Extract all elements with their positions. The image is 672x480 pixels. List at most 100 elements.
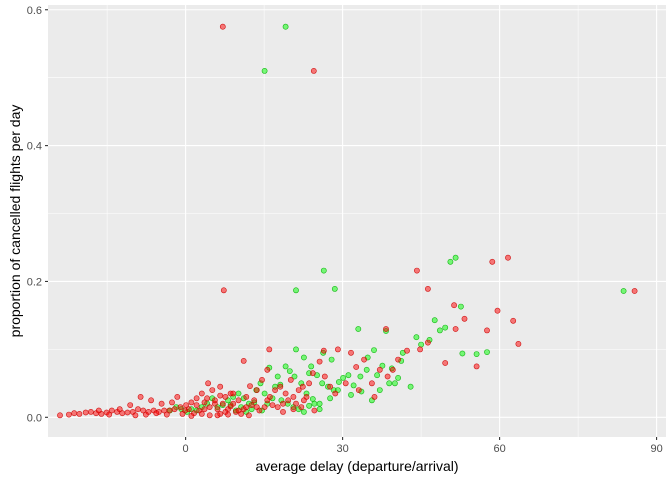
data-point (300, 354, 307, 361)
data-point (153, 410, 160, 417)
data-point (328, 356, 335, 363)
data-point (259, 376, 265, 383)
data-point (116, 406, 123, 413)
data-point (461, 315, 468, 322)
data-point (277, 383, 284, 390)
data-point (127, 402, 134, 408)
x-tick-label: 90 (650, 443, 662, 455)
data-point (391, 380, 398, 387)
data-point (261, 404, 268, 410)
data-point (188, 399, 195, 406)
data-point (230, 390, 237, 397)
data-point (505, 254, 511, 261)
data-point (335, 379, 342, 385)
data-point (442, 324, 449, 331)
data-point (383, 326, 389, 332)
data-point (177, 404, 184, 410)
data-point (204, 395, 210, 402)
data-point (261, 68, 268, 74)
data-point (169, 399, 175, 406)
data-point (88, 408, 94, 415)
y-tick-label: 0.2 (27, 276, 42, 288)
x-tick-label: 60 (493, 443, 505, 455)
data-point (148, 397, 154, 404)
data-point (82, 409, 89, 416)
data-point (442, 360, 449, 366)
data-point (327, 395, 333, 402)
data-point (355, 326, 362, 332)
plot-panel (48, 5, 666, 437)
data-point (272, 387, 278, 393)
data-point (331, 285, 338, 292)
data-point (264, 366, 271, 373)
data-point (424, 339, 431, 346)
data-point (306, 380, 312, 387)
data-point (424, 285, 431, 292)
data-point (108, 407, 115, 414)
data-point (269, 402, 276, 408)
data-point (235, 407, 242, 414)
data-points (57, 23, 638, 419)
data-point (368, 380, 375, 387)
data-point (473, 363, 480, 370)
data-point (376, 366, 383, 373)
data-point (431, 317, 438, 324)
data-point (353, 364, 360, 370)
data-point (282, 390, 289, 397)
data-point (327, 383, 333, 390)
data-point (306, 402, 312, 409)
data-point (264, 397, 271, 404)
data-point (243, 404, 250, 410)
data-point (247, 383, 253, 389)
data-point (404, 347, 410, 354)
data-point (332, 390, 339, 397)
data-point (106, 411, 113, 418)
data-point (205, 380, 211, 387)
data-point (374, 372, 380, 379)
data-point (310, 68, 317, 74)
data-point (217, 392, 224, 399)
data-point (309, 370, 316, 377)
data-point (417, 346, 423, 353)
x-axis-title: average delay (departure/arrival) (255, 458, 458, 474)
data-point (484, 349, 490, 355)
data-point (251, 397, 258, 404)
x-tick-label: 0 (183, 443, 189, 455)
data-point (217, 383, 224, 390)
data-point (135, 406, 141, 413)
data-point (452, 326, 459, 332)
data-point (299, 383, 306, 390)
data-point (395, 356, 401, 363)
data-point (206, 404, 213, 410)
data-point (340, 374, 346, 381)
data-point (214, 406, 221, 413)
data-point (243, 393, 250, 400)
data-point (71, 410, 78, 417)
data-point (140, 407, 147, 414)
data-point (290, 406, 297, 413)
data-point (395, 374, 401, 381)
data-point (459, 350, 466, 357)
data-point (311, 407, 318, 414)
data-point (287, 376, 294, 383)
data-point (413, 267, 420, 274)
data-point (240, 357, 247, 364)
data-point (389, 366, 396, 373)
data-point (253, 404, 260, 410)
data-point (248, 402, 255, 408)
data-point (316, 400, 323, 407)
data-point (235, 397, 242, 404)
data-point (631, 288, 638, 294)
data-point (253, 387, 260, 393)
data-point (295, 387, 302, 393)
data-point (316, 406, 323, 413)
data-point (222, 393, 229, 400)
data-point (473, 351, 480, 357)
data-point (280, 400, 286, 407)
data-point (193, 395, 200, 402)
data-point (342, 380, 349, 387)
data-point (158, 400, 165, 407)
data-point (320, 267, 327, 274)
data-point (209, 387, 216, 393)
data-point (245, 412, 252, 419)
